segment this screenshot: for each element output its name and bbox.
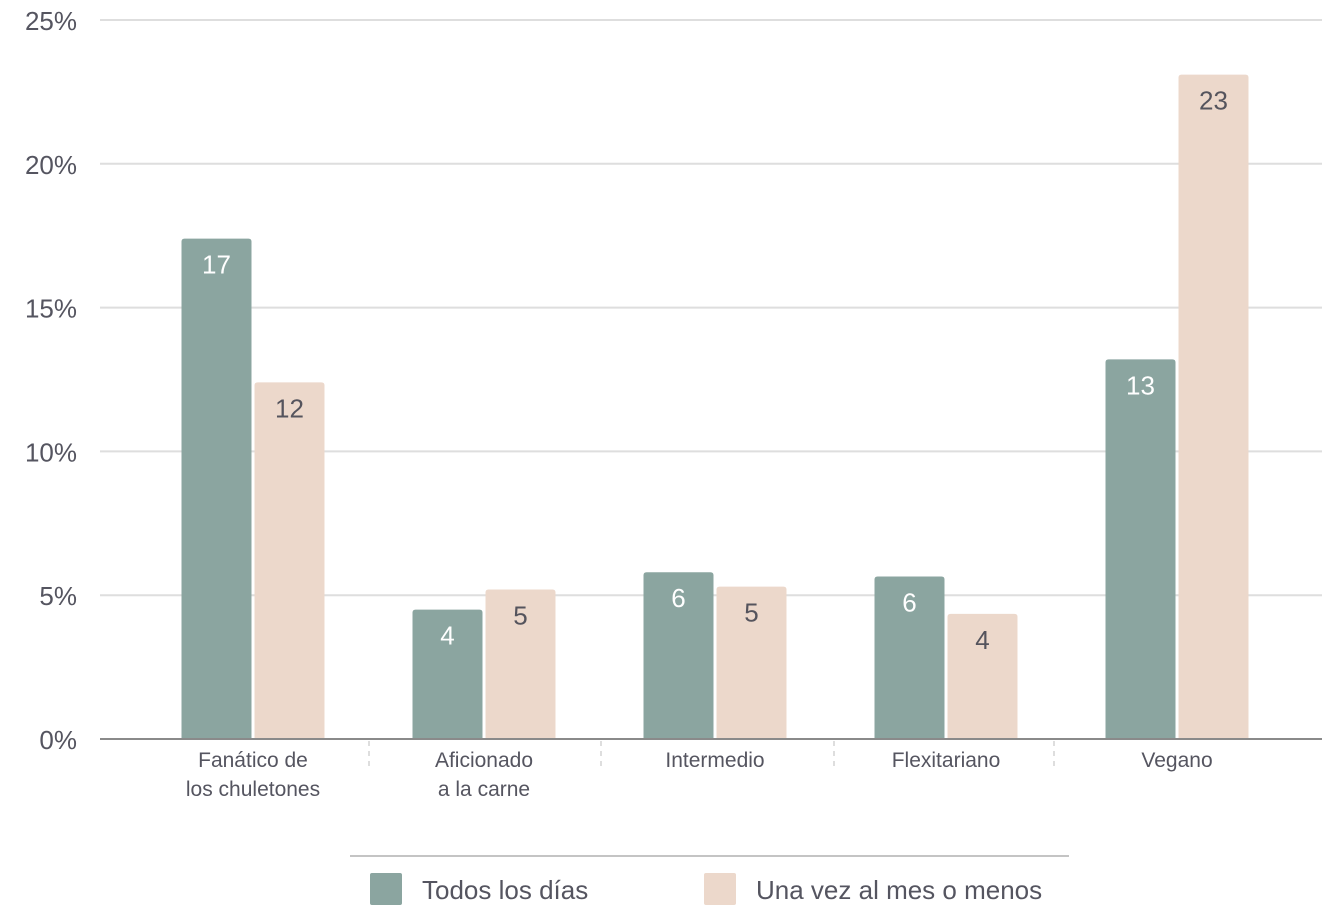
x-tick-label: Vegano — [1141, 749, 1212, 772]
x-tick-label-line: los chuletones — [186, 778, 320, 801]
bar-value-label: 4 — [440, 621, 454, 651]
bar-value-label: 12 — [275, 393, 304, 423]
y-tick-label: 0% — [39, 725, 77, 755]
x-tick-label: Intermedio — [665, 749, 764, 772]
y-tick-label: 15% — [25, 294, 77, 324]
bar-value-label: 23 — [1199, 86, 1228, 116]
bars: 17 4 6 6 13 12 5 5 4 23 — [181, 74, 1249, 740]
x-tick-label-line: Fanático de — [198, 749, 308, 772]
bar-value-label: 13 — [1126, 370, 1155, 400]
x-tick-label-line: Aficionado — [435, 749, 533, 772]
bar-value-label: 4 — [975, 625, 989, 655]
y-tick-label: 5% — [39, 581, 77, 611]
bar-todos-los-dias-3 — [874, 576, 945, 739]
x-tick-label: Aficionado a la carne — [435, 749, 533, 801]
y-tick-label: 20% — [25, 150, 77, 180]
bar-todos-los-dias-4 — [1105, 359, 1176, 739]
x-tick-label-line: Intermedio — [665, 749, 764, 772]
legend-swatch — [370, 873, 402, 905]
x-tick-label-line: Flexitariano — [892, 749, 1001, 772]
legend-label: Todos los días — [422, 875, 588, 905]
bar-value-label: 5 — [513, 600, 527, 630]
y-axis-ticks: 0% 5% 10% 15% 20% 25% — [25, 6, 77, 755]
bar-una-vez-al-mes-0 — [254, 382, 325, 739]
bar-value-label: 17 — [202, 250, 231, 280]
legend-swatch — [704, 873, 736, 905]
bar-value-label: 6 — [671, 583, 685, 613]
x-axis — [100, 738, 1322, 769]
bar-una-vez-al-mes-4 — [1178, 74, 1249, 740]
bar-todos-los-dias-2 — [643, 572, 714, 739]
x-tick-label-line: Vegano — [1141, 749, 1212, 772]
y-tick-label: 25% — [25, 6, 77, 36]
x-tick-label-line: a la carne — [438, 778, 530, 801]
x-tick-label: Fanático de los chuletones — [186, 749, 320, 801]
y-tick-label: 10% — [25, 437, 77, 467]
bar-una-vez-al-mes-3 — [947, 613, 1018, 739]
legend: Todos los días Una vez al mes o menos — [350, 855, 1069, 905]
bar-todos-los-dias-0 — [181, 238, 252, 740]
bar-value-label: 6 — [902, 588, 916, 618]
bar-una-vez-al-mes-1 — [485, 589, 556, 739]
legend-label: Una vez al mes o menos — [756, 875, 1042, 905]
bar-una-vez-al-mes-2 — [716, 586, 787, 739]
bar-todos-los-dias-1 — [412, 609, 483, 739]
x-axis-ticks: Fanático de los chuletones Aficionado a la … — [186, 749, 1213, 801]
bar-value-label: 5 — [744, 598, 758, 628]
x-tick-label: Flexitariano — [892, 749, 1001, 772]
